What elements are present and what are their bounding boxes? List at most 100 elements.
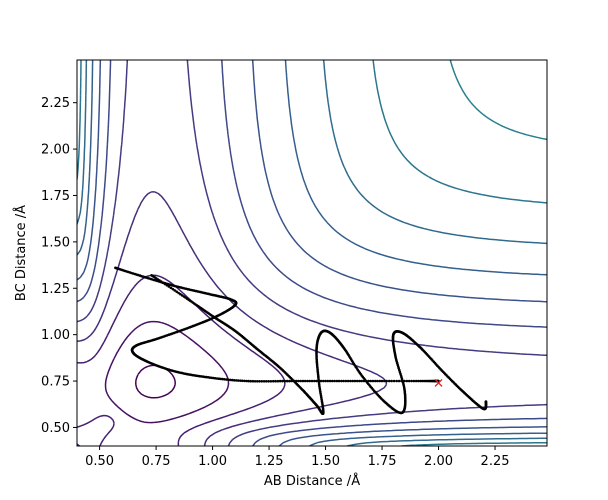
trajectory-point: [353, 379, 357, 383]
secondary-trajectory-point: [163, 282, 167, 286]
secondary-trajectory-point: [165, 283, 169, 287]
trajectory-point: [299, 379, 303, 383]
trajectory-point: [322, 379, 325, 383]
y-tick-label: 2.25: [41, 96, 70, 111]
trajectory-point: [405, 379, 409, 383]
x-tick-label: 1.50: [311, 454, 340, 469]
contour-level: [104, 320, 230, 424]
y-tick-label: 1.00: [41, 328, 70, 343]
trajectory-layer: [114, 266, 488, 416]
trajectory-point: [251, 379, 255, 383]
trajectory-point: [324, 379, 327, 383]
trajectory-point: [260, 380, 264, 383]
trajectory-point: [335, 379, 339, 383]
x-tick-label: 2.00: [424, 454, 453, 469]
trajectory-point: [225, 378, 228, 381]
trajectory-point: [297, 379, 300, 383]
trajectory-point: [376, 379, 379, 383]
trajectory-point: [278, 379, 282, 383]
trajectory-point: [407, 379, 411, 383]
trajectory-point: [344, 379, 348, 383]
trajectory-point: [262, 380, 266, 383]
trajectory-point: [239, 379, 242, 383]
trajectory-point: [223, 378, 226, 381]
y-tick-label: 1.25: [41, 282, 70, 297]
trajectory-point: [380, 379, 384, 383]
trajectory-point: [378, 379, 382, 383]
trajectory-point: [319, 379, 323, 383]
y-tick-label: 1.50: [41, 235, 70, 250]
trajectory-point: [315, 379, 318, 383]
start-marker-layer: [434, 378, 443, 387]
trajectory-point: [267, 380, 270, 383]
trajectory-point: [337, 379, 341, 383]
secondary-trajectory-point: [484, 400, 488, 403]
trajectory-point: [374, 379, 377, 383]
trajectory-point: [234, 379, 238, 382]
trajectory-point: [221, 377, 224, 381]
trajectory-point: [331, 379, 334, 383]
trajectory-point: [253, 380, 257, 383]
trajectory-point: [333, 379, 336, 383]
y-axis: 0.50 0.75 1.00 1.25 1.50 1.75 2.00 2.25: [41, 96, 77, 436]
contour-level: [77, 274, 286, 446]
trajectory-point: [274, 379, 277, 383]
trajectory-point: [283, 379, 287, 383]
trajectory-point: [245, 379, 248, 383]
x-axis-label: AB Distance /Å: [264, 473, 360, 489]
trajectory-point: [219, 377, 222, 381]
trajectory-point: [346, 379, 350, 383]
trajectory-point: [387, 379, 391, 383]
secondary-trajectory-point: [169, 286, 173, 290]
contour-level: [77, 60, 547, 446]
trajectory-point: [412, 379, 416, 383]
trajectory-point: [308, 379, 312, 383]
trajectory-point: [326, 379, 330, 383]
trajectory-point: [285, 379, 289, 383]
secondary-trajectory-point: [173, 289, 176, 292]
trajectory-point: [215, 377, 219, 380]
x-tick-label: 2.25: [481, 454, 510, 469]
trajectory-point: [351, 379, 355, 383]
trajectory-point: [417, 379, 420, 383]
x-tick-label: 1.75: [368, 454, 397, 469]
contour-level: [77, 191, 388, 446]
y-tick-label: 0.75: [41, 375, 70, 390]
trajectory-point: [269, 380, 273, 383]
trajectory-point: [313, 379, 316, 383]
trajectory-point: [385, 379, 389, 383]
trajectory-point: [231, 378, 234, 382]
trajectory-point: [236, 379, 240, 382]
trajectory-point: [392, 379, 396, 383]
secondary-trajectory-point: [167, 285, 171, 288]
trajectory-point: [227, 378, 230, 382]
trajectory-point: [369, 379, 373, 383]
trajectory-point: [229, 378, 232, 382]
trajectory-point: [371, 379, 375, 383]
trajectory-point: [276, 379, 280, 383]
trajectory-point: [390, 379, 393, 383]
trajectory-point: [414, 379, 418, 383]
x-axis: 0.50 0.75 1.00 1.25 1.50 1.75 2.00 2.25: [85, 446, 510, 469]
trajectory-point: [358, 379, 361, 383]
x-tick-label: 1.25: [255, 454, 284, 469]
trajectory-point: [328, 379, 332, 383]
y-tick-label: 2.00: [41, 143, 70, 158]
trajectory-point: [247, 379, 250, 383]
contour-lines: [77, 60, 547, 446]
y-tick-label: 0.50: [41, 421, 70, 436]
trajectory-point: [360, 379, 364, 383]
start-marker: [434, 378, 443, 387]
trajectory-point: [265, 380, 268, 383]
trajectory-point: [397, 379, 401, 383]
y-tick-label: 1.75: [41, 189, 70, 204]
x-tick-label: 0.75: [142, 454, 171, 469]
trajectory-point: [340, 379, 343, 383]
trajectory-point: [395, 379, 399, 383]
contour-level: [77, 60, 547, 446]
trajectory-point: [301, 379, 305, 383]
trajectory-point: [288, 379, 291, 383]
x-tick-label: 0.50: [85, 454, 114, 469]
trajectory-point: [243, 379, 246, 383]
